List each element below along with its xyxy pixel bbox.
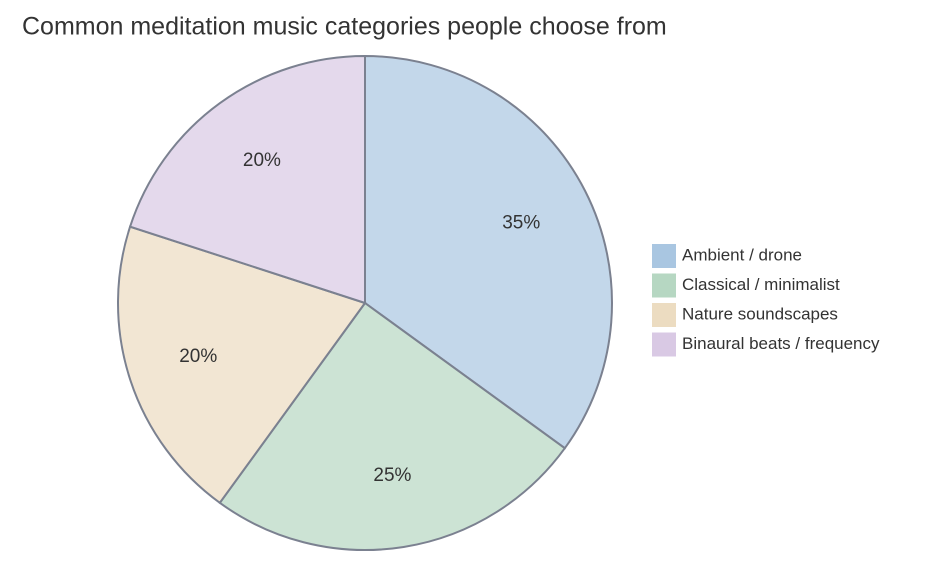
legend-swatch [652,303,676,327]
legend-label: Binaural beats / frequency [682,334,880,353]
slice-label: 20% [179,346,217,367]
pie-slice [117,225,367,505]
pie-slice [128,54,366,305]
legend-swatch [652,244,676,268]
slice-label: 25% [373,465,411,486]
legend-label: Classical / minimalist [682,275,840,294]
chart-title: Common meditation music categories peopl… [22,13,667,41]
pie-slice [218,301,567,551]
pie-slice [364,54,613,450]
legend-label: Nature soundscapes [682,304,838,323]
legend-label: Ambient / drone [682,245,802,264]
legend-swatch [652,273,676,298]
legend-swatch [652,332,676,357]
slice-label: 20% [243,150,281,171]
slice-label: 35% [502,212,540,233]
